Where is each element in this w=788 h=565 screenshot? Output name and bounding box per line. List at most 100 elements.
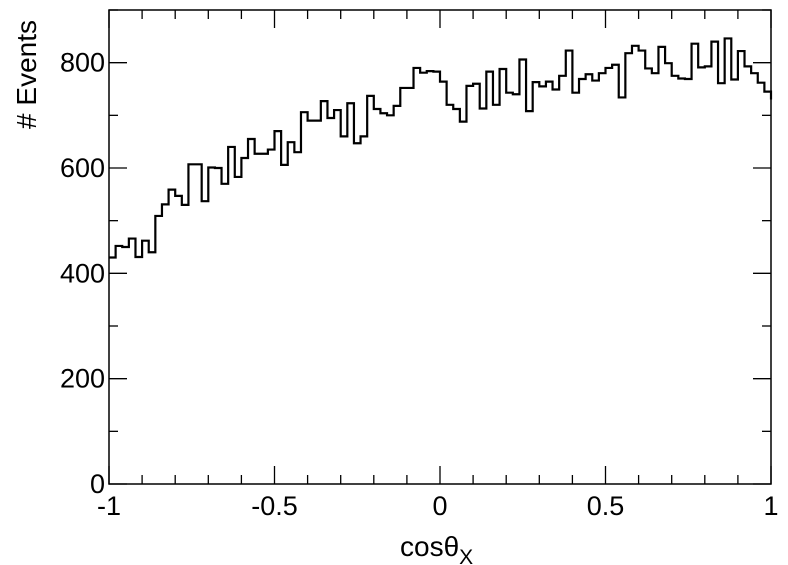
histogram-bin	[533, 82, 540, 484]
x-tick-label: -0.5	[251, 491, 298, 521]
histogram-bin	[645, 68, 652, 484]
histogram-bin	[751, 73, 758, 484]
histogram-bin	[228, 147, 235, 484]
y-tick-label: 600	[60, 153, 105, 183]
histogram-bin	[394, 106, 401, 484]
histogram-bin	[447, 105, 454, 484]
histogram-bin	[486, 72, 493, 484]
histogram-bin	[764, 92, 771, 484]
histogram-bin	[301, 112, 308, 484]
histogram-bin	[539, 86, 546, 484]
histogram-bin	[652, 73, 659, 484]
histogram-bin	[135, 257, 142, 484]
histogram-bin	[427, 71, 434, 484]
histogram-bin	[420, 73, 427, 484]
histogram-bin	[546, 82, 553, 484]
y-tick-label: 200	[60, 364, 105, 394]
histogram-bin	[745, 66, 752, 484]
histogram-bin	[347, 103, 354, 484]
histogram-bin	[572, 93, 579, 484]
histogram-bin	[162, 204, 169, 484]
x-axis-title-main: cosθ	[400, 531, 459, 562]
histogram-bin	[208, 167, 215, 484]
histogram-bin	[327, 118, 334, 484]
histogram-bin	[182, 205, 189, 484]
histogram-bin	[606, 68, 613, 484]
histogram-bin	[513, 94, 520, 484]
histogram-bin	[361, 136, 368, 484]
histogram-bin	[460, 122, 467, 484]
y-tick-label: 800	[60, 48, 105, 78]
histogram-outline	[109, 37, 773, 259]
histogram-bin	[718, 83, 725, 484]
histogram-bin	[758, 83, 765, 484]
histogram-bin	[519, 60, 526, 484]
histogram-bin	[175, 196, 182, 484]
histogram-bin	[321, 101, 328, 484]
y-tick-label: 400	[60, 258, 105, 288]
histogram-bin	[566, 51, 573, 484]
histogram-bin	[255, 154, 262, 484]
histogram-bin	[625, 53, 632, 484]
histogram-bin	[129, 239, 136, 484]
histogram-bin	[466, 86, 473, 484]
histogram-bin	[275, 131, 282, 484]
histogram-bin	[149, 252, 156, 484]
histogram-bin	[526, 111, 533, 484]
histogram-bin	[705, 66, 712, 484]
histogram-bin	[334, 110, 341, 484]
histogram-bin	[222, 184, 229, 484]
histogram-bin	[698, 67, 705, 484]
x-axis-title: cosθX	[400, 531, 473, 565]
histogram-bin	[288, 142, 295, 484]
histogram-bin	[414, 68, 421, 484]
histogram-bin	[433, 72, 440, 484]
histogram-bin	[407, 88, 414, 484]
histogram-bin	[619, 97, 626, 484]
histogram-bin	[632, 46, 639, 484]
histogram-bin	[599, 73, 606, 484]
histogram-bin	[731, 80, 738, 484]
histogram-bin	[248, 139, 255, 484]
histogram-bin	[586, 74, 593, 484]
histogram-bin	[235, 177, 242, 484]
y-tick-label: 0	[90, 469, 105, 499]
x-tick-label: 1	[763, 491, 778, 521]
histogram-bin	[553, 90, 560, 484]
x-axis-title-subscript: X	[459, 546, 473, 565]
histogram-bin	[109, 258, 116, 484]
x-tick-label: 0.5	[587, 491, 625, 521]
histogram-bin	[308, 121, 315, 484]
histogram-bin	[672, 76, 679, 484]
histogram-bin	[665, 63, 672, 484]
histogram-bin	[354, 143, 361, 484]
histogram-bin	[440, 82, 447, 484]
y-tick-labels: 0 200 400 600 800	[60, 48, 105, 499]
histogram-bin	[453, 109, 460, 484]
histogram-bin	[116, 246, 123, 484]
histogram-bin	[639, 51, 646, 484]
histogram-bin	[241, 158, 248, 484]
histogram-bin	[725, 38, 732, 484]
histogram-bin	[579, 79, 586, 484]
histogram-bin	[281, 165, 288, 484]
x-tick-label: -1	[97, 491, 121, 521]
histogram-bin	[493, 105, 500, 484]
histogram-bin	[473, 84, 480, 484]
histogram-bin	[341, 136, 348, 484]
histogram-bin	[155, 216, 162, 484]
y-axis-title: # Events	[11, 20, 42, 129]
histogram-bin	[400, 88, 407, 484]
histogram-bin	[738, 51, 745, 484]
histogram-bin	[692, 44, 699, 484]
histogram-bin	[506, 93, 513, 484]
histogram-bin	[215, 168, 222, 484]
histogram-bin	[374, 109, 381, 484]
histogram-bin	[678, 78, 685, 484]
histogram-bin	[685, 79, 692, 484]
histogram-bin	[658, 47, 665, 484]
histogram-bin	[480, 108, 487, 484]
histogram-bin	[268, 150, 275, 484]
histogram-bin	[367, 96, 374, 484]
